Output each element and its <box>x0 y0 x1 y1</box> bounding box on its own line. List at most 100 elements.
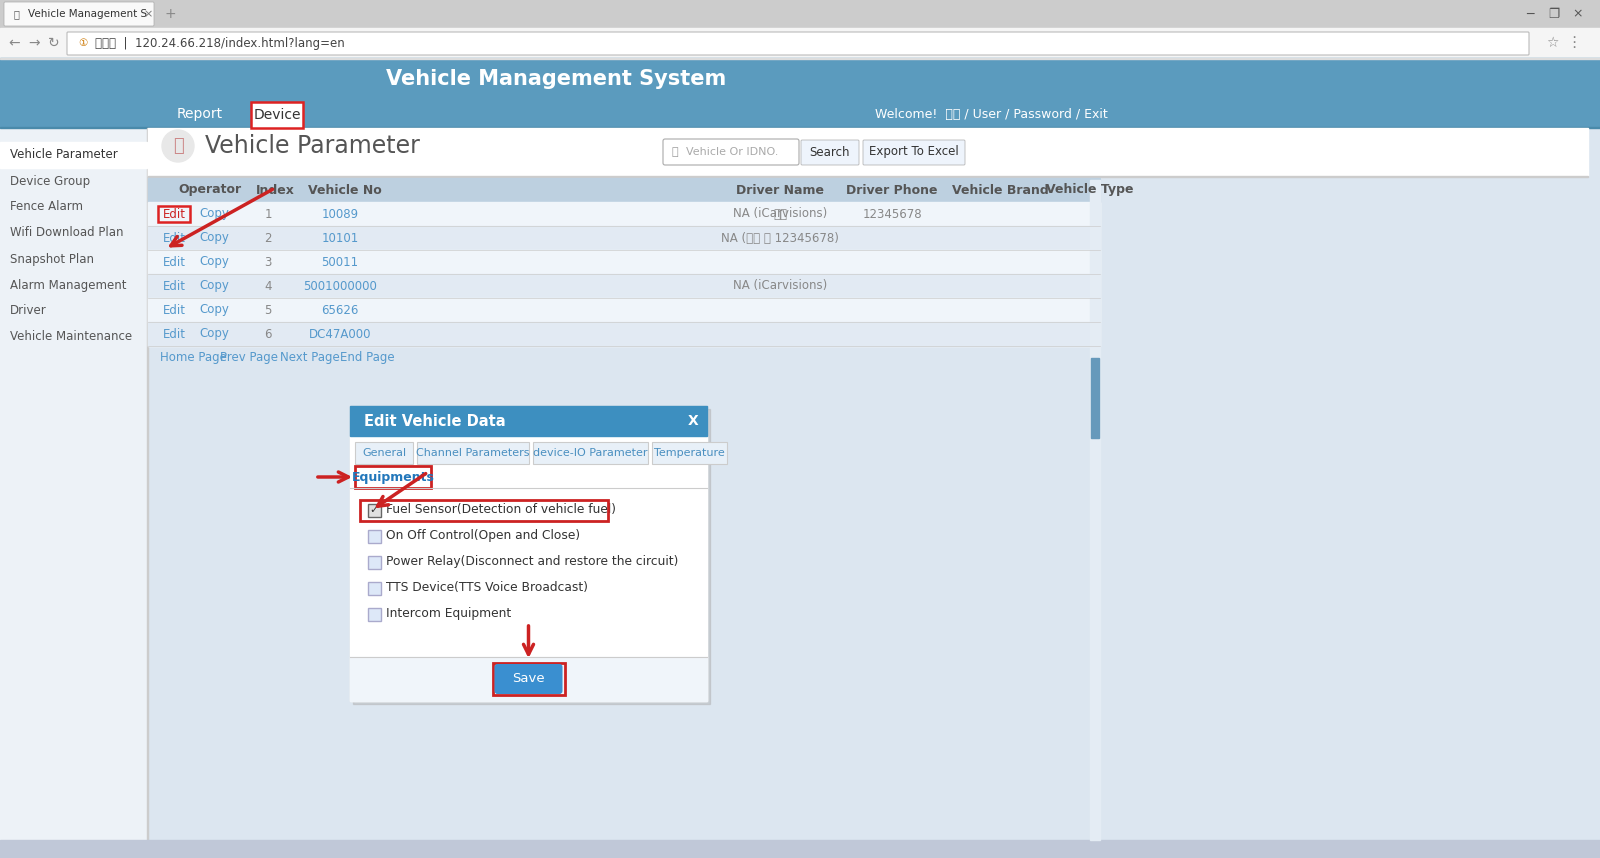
Text: 6: 6 <box>264 328 272 341</box>
Text: Vehicle Or IDNO.: Vehicle Or IDNO. <box>686 147 778 157</box>
FancyBboxPatch shape <box>251 102 302 128</box>
FancyBboxPatch shape <box>662 139 798 165</box>
Text: Save: Save <box>512 673 546 686</box>
Text: Fence Alarm: Fence Alarm <box>10 201 83 214</box>
Bar <box>147 250 1101 274</box>
Text: 12345678: 12345678 <box>862 208 922 221</box>
Text: On Off Control(Open and Close): On Off Control(Open and Close) <box>386 529 581 542</box>
Text: ①: ① <box>78 38 88 48</box>
Bar <box>147 274 1101 298</box>
Text: Edit: Edit <box>163 232 186 245</box>
Bar <box>147 322 1101 346</box>
Text: Vehicle Type: Vehicle Type <box>1046 184 1134 196</box>
Bar <box>0 58 1600 100</box>
Bar <box>360 500 608 521</box>
Text: TTS Device(TTS Voice Broadcast): TTS Device(TTS Voice Broadcast) <box>386 582 589 595</box>
FancyBboxPatch shape <box>67 32 1530 55</box>
Text: Copy: Copy <box>198 256 229 269</box>
Text: Vehicle Brand: Vehicle Brand <box>952 184 1048 196</box>
Bar <box>493 663 565 695</box>
Bar <box>0 127 1600 128</box>
Text: Edit Vehicle Data: Edit Vehicle Data <box>365 414 506 428</box>
Text: Device: Device <box>253 108 301 122</box>
Bar <box>147 298 1101 322</box>
Bar <box>147 154 1101 346</box>
Bar <box>0 58 1600 59</box>
Text: Prev Page: Prev Page <box>221 352 278 365</box>
Text: General: General <box>362 448 406 458</box>
Text: 50011: 50011 <box>322 256 358 269</box>
Bar <box>0 0 1600 28</box>
Text: Operator: Operator <box>179 184 242 196</box>
Bar <box>147 226 1101 250</box>
Bar <box>147 178 1101 202</box>
Text: 1: 1 <box>264 208 272 221</box>
Text: Vehicle Maintenance: Vehicle Maintenance <box>10 330 133 343</box>
Bar <box>147 176 1587 177</box>
Text: 3: 3 <box>264 256 272 269</box>
FancyBboxPatch shape <box>355 442 413 464</box>
Text: Copy: Copy <box>198 304 229 317</box>
Text: ─: ─ <box>1526 8 1534 21</box>
Text: Edit: Edit <box>163 328 186 341</box>
Text: Driver Name: Driver Name <box>736 184 824 196</box>
Text: 5001000000: 5001000000 <box>302 280 378 293</box>
Text: +: + <box>165 7 176 21</box>
Text: Device Group: Device Group <box>10 174 90 188</box>
Text: Copy: Copy <box>198 280 229 293</box>
Text: 2: 2 <box>264 232 272 245</box>
Text: Index: Index <box>256 184 294 196</box>
Bar <box>147 128 1587 176</box>
Bar <box>0 28 1600 58</box>
Text: Edit: Edit <box>163 208 186 221</box>
Text: ⋮: ⋮ <box>1566 35 1582 51</box>
Text: device-IO Parameter: device-IO Parameter <box>533 448 648 458</box>
Text: Driver: Driver <box>10 305 46 317</box>
Text: 5: 5 <box>264 304 272 317</box>
FancyBboxPatch shape <box>494 664 563 694</box>
Bar <box>0 128 147 840</box>
Text: Equipments: Equipments <box>352 470 435 484</box>
Bar <box>350 436 707 701</box>
Text: Export To Excel: Export To Excel <box>869 146 958 159</box>
Text: Vehicle No: Vehicle No <box>309 184 382 196</box>
Text: Next Page: Next Page <box>280 352 339 365</box>
Text: ×: × <box>1573 8 1584 21</box>
Text: Home Page: Home Page <box>160 352 227 365</box>
Text: Intercom Equipment: Intercom Equipment <box>386 607 512 620</box>
Text: Driver Phone: Driver Phone <box>846 184 938 196</box>
FancyBboxPatch shape <box>802 140 859 165</box>
Text: NA (李三 页 12345678): NA (李三 页 12345678) <box>722 232 838 245</box>
Bar <box>1091 358 1099 438</box>
Text: 🚗: 🚗 <box>173 137 184 155</box>
Text: Vehicle Parameter: Vehicle Parameter <box>205 134 419 158</box>
Bar <box>350 406 707 701</box>
Bar <box>0 142 147 168</box>
Text: ✓: ✓ <box>370 505 379 515</box>
Bar <box>158 206 190 222</box>
FancyBboxPatch shape <box>862 140 965 165</box>
FancyBboxPatch shape <box>418 442 530 464</box>
FancyBboxPatch shape <box>533 442 648 464</box>
Text: 李三: 李三 <box>773 208 787 221</box>
Text: 🗋: 🗋 <box>14 9 19 19</box>
Text: Snapshot Plan: Snapshot Plan <box>10 252 94 265</box>
Text: Copy: Copy <box>198 208 229 221</box>
Text: NA (iCarvisions): NA (iCarvisions) <box>733 208 827 221</box>
FancyBboxPatch shape <box>653 442 726 464</box>
Text: →: → <box>29 36 40 50</box>
Text: ❐: ❐ <box>1549 8 1560 21</box>
Bar <box>350 406 707 436</box>
Text: 65626: 65626 <box>322 304 358 317</box>
FancyBboxPatch shape <box>3 2 154 26</box>
Bar <box>0 100 1600 128</box>
Text: Edit: Edit <box>163 256 186 269</box>
Text: Vehicle Parameter: Vehicle Parameter <box>10 148 118 161</box>
Text: X: X <box>688 414 698 428</box>
Bar <box>1090 180 1101 840</box>
Bar <box>368 608 381 621</box>
Text: End Page: End Page <box>339 352 395 365</box>
Text: ←: ← <box>8 36 19 50</box>
Bar <box>147 128 1600 840</box>
Text: Copy: Copy <box>198 328 229 341</box>
